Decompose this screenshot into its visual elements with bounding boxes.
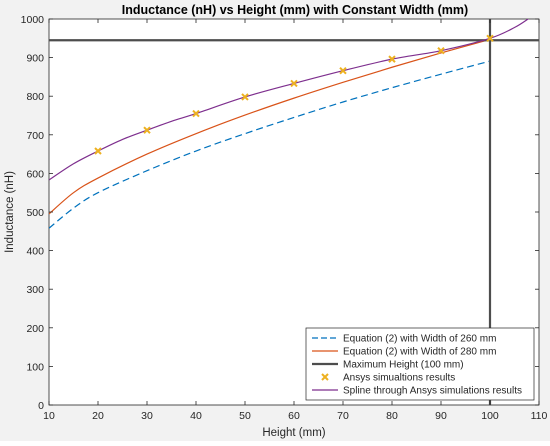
legend-marker <box>321 373 329 381</box>
ansys-point <box>241 93 249 101</box>
x-tick-label: 90 <box>435 410 447 422</box>
y-tick-label: 700 <box>26 130 44 142</box>
legend-label: Maximum Height (100 mm) <box>343 360 464 371</box>
ansys-point <box>437 46 445 55</box>
y-tick-label: 200 <box>26 323 44 335</box>
y-tick-label: 100 <box>26 361 44 373</box>
y-tick-label: 0 <box>38 400 44 412</box>
x-tick-label: 100 <box>481 410 499 422</box>
ansys-point <box>94 147 102 155</box>
y-axis-label: Inductance (nH) <box>4 171 16 253</box>
x-tick-label: 70 <box>337 410 349 422</box>
y-tick-label: 400 <box>26 246 44 258</box>
legend-item: Equation (2) with Width of 260 mm <box>312 334 496 345</box>
legend-label: Equation (2) with Width of 260 mm <box>343 334 496 345</box>
y-tick-label: 800 <box>26 91 44 103</box>
y-tick-label: 900 <box>26 53 44 65</box>
x-axis-label: Height (mm) <box>262 427 325 439</box>
series-line-0 <box>49 60 491 229</box>
ansys-point <box>290 79 298 88</box>
x-tick-label: 110 <box>531 410 548 422</box>
legend: Equation (2) with Width of 260 mm Equatio… <box>305 327 535 401</box>
chart-title: Inductance (nH) vs Height (mm) with Cons… <box>122 3 468 17</box>
y-tick-label: 500 <box>26 207 44 219</box>
legend-label: Ansys simualtions results <box>343 373 455 384</box>
ansys-point <box>143 126 151 134</box>
legend-box <box>305 327 535 401</box>
x-tick-label: 40 <box>190 410 202 422</box>
legend-item: Equation (2) with Width of 280 mm <box>312 347 496 358</box>
y-tick-label: 300 <box>26 284 44 296</box>
ansys-point <box>339 67 347 75</box>
legend-item: Maximum Height (100 mm) <box>312 360 464 371</box>
x-tick-label: 30 <box>141 410 153 422</box>
series-line-1 <box>49 38 491 215</box>
x-tick-label: 60 <box>288 410 300 422</box>
legend-label: Spline through Ansys simulations results <box>343 386 522 397</box>
x-tick-label: 10 <box>43 410 55 422</box>
ansys-point <box>388 55 396 63</box>
ansys-point <box>486 34 494 43</box>
legend-item: Spline through Ansys simulations results <box>312 386 522 397</box>
ansys-point <box>192 109 200 118</box>
x-tick-label: 50 <box>239 410 251 422</box>
y-tick-label: 600 <box>26 168 44 180</box>
legend-label: Equation (2) with Width of 280 mm <box>343 347 496 358</box>
y-tick-label: 1000 <box>21 14 45 26</box>
x-tick-label: 80 <box>386 410 398 422</box>
x-tick-label: 20 <box>92 410 104 422</box>
legend-item: Ansys simualtions results <box>321 373 455 384</box>
